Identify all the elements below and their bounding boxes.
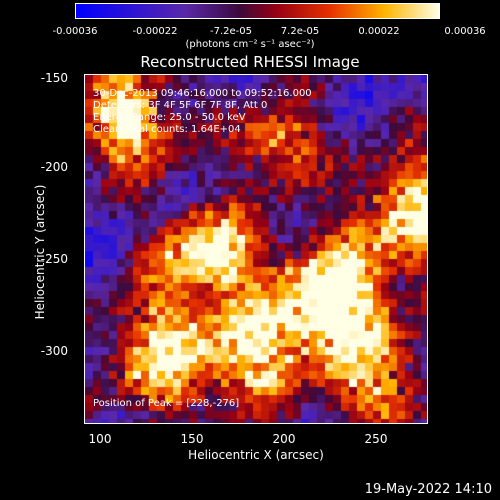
- annotation-time: 30-Dec-2013 09:46:16.000 to 09:52:16.000: [93, 88, 312, 99]
- colorbar-tick: -0.00022: [132, 26, 178, 37]
- colorbar-tick: 0.00036: [444, 26, 486, 37]
- annotation-energy: Energy Range: 25.0 - 50.0 keV: [93, 112, 246, 123]
- x-tick-label: 100: [88, 432, 112, 446]
- colorbar-tick: -0.00036: [52, 26, 98, 37]
- x-tick-label: 200: [272, 432, 296, 446]
- colorbar-tick: 0.00022: [358, 26, 400, 37]
- y-axis-label: Heliocentric Y (arcsec): [33, 184, 47, 320]
- annotation-clean: Clean Total counts: 1.64E+04: [93, 124, 241, 135]
- annotation-detectors: Detectors: 3F 4F 5F 6F 7F 8F, Att 0: [93, 100, 268, 111]
- x-axis-label: Heliocentric X (arcsec): [188, 448, 324, 462]
- y-tick-label: -300: [40, 344, 68, 358]
- x-tick-label: 250: [364, 432, 388, 446]
- annotation-peak: Position of Peak = [228,-276]: [93, 398, 240, 409]
- x-tick-label: 150: [180, 432, 204, 446]
- y-tick-label: -150: [40, 71, 68, 85]
- y-tick-label: -250: [40, 252, 68, 266]
- footer-date: 19-May-2022 14:10: [364, 482, 492, 497]
- y-tick-label: -200: [40, 160, 68, 174]
- heatmap-image: [85, 75, 427, 423]
- colorbar-tick: 7.2e-05: [280, 26, 320, 37]
- colorbar: [75, 3, 440, 19]
- image-plot: 30-Dec-2013 09:46:16.000 to 09:52:16.000…: [84, 74, 428, 424]
- colorbar-tick: -7.2e-05: [210, 26, 252, 37]
- colorbar-units: (photons cm⁻² s⁻¹ asec⁻²): [185, 39, 315, 50]
- plot-title: Reconstructed RHESSI Image: [140, 53, 360, 71]
